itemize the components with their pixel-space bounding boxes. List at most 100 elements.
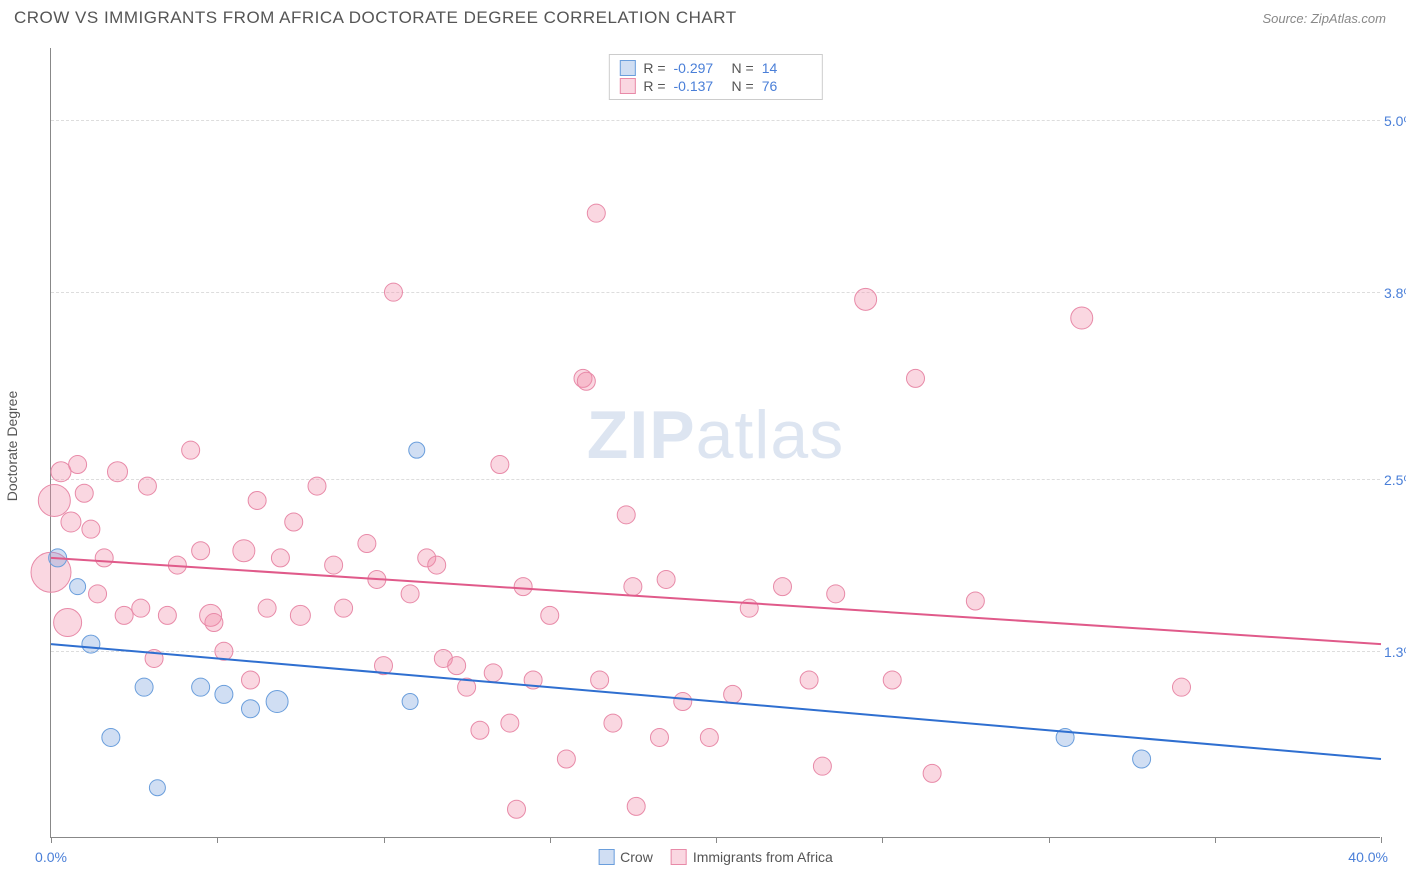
x-tick — [1215, 837, 1216, 843]
data-point — [587, 204, 605, 222]
data-point — [1071, 307, 1093, 329]
x-tick — [882, 837, 883, 843]
correlation-row-1: R = -0.137 N = 76 — [619, 77, 811, 95]
x-tick — [550, 837, 551, 843]
legend-item-1: Immigrants from Africa — [671, 849, 833, 865]
x-tick — [1381, 837, 1382, 843]
data-point — [491, 456, 509, 474]
data-point — [800, 671, 818, 689]
data-point — [285, 513, 303, 531]
data-point — [700, 728, 718, 746]
legend-label-0: Crow — [620, 849, 653, 865]
y-tick-label: 1.3% — [1384, 644, 1406, 660]
data-point — [923, 764, 941, 782]
data-point — [827, 585, 845, 603]
y-tick-label: 2.5% — [1384, 472, 1406, 488]
data-point — [604, 714, 622, 732]
source-attribution: Source: ZipAtlas.com — [1262, 11, 1386, 26]
data-point — [69, 456, 87, 474]
x-axis-max-label: 40.0% — [1348, 849, 1388, 865]
data-point — [627, 797, 645, 815]
series-legend: Crow Immigrants from Africa — [598, 849, 833, 865]
data-point — [82, 635, 100, 653]
data-point — [242, 700, 260, 718]
x-tick — [51, 837, 52, 843]
data-point — [82, 520, 100, 538]
data-point — [401, 585, 419, 603]
source-prefix: Source: — [1262, 11, 1310, 26]
data-point — [813, 757, 831, 775]
data-point — [115, 606, 133, 624]
data-point — [308, 477, 326, 495]
data-point — [215, 685, 233, 703]
r-value-0: -0.297 — [674, 60, 724, 76]
data-point — [38, 484, 70, 516]
data-point — [577, 372, 595, 390]
data-point — [102, 728, 120, 746]
data-point — [54, 609, 82, 637]
n-label-1: N = — [732, 78, 754, 94]
x-axis-min-label: 0.0% — [35, 849, 67, 865]
data-point — [149, 780, 165, 796]
n-value-0: 14 — [762, 60, 812, 76]
data-point — [907, 369, 925, 387]
data-point — [428, 556, 446, 574]
data-point — [182, 441, 200, 459]
data-point — [95, 549, 113, 567]
data-point — [192, 678, 210, 696]
data-point — [674, 693, 692, 711]
data-point — [650, 728, 668, 746]
data-point — [138, 477, 156, 495]
data-point — [271, 549, 289, 567]
swatch-series-1 — [619, 78, 635, 94]
y-tick-label: 3.8% — [1384, 285, 1406, 301]
data-point — [402, 694, 418, 710]
plot-area: ZIPatlas 1.3%2.5%3.8%5.0% R = -0.297 N =… — [50, 48, 1380, 838]
r-value-1: -0.137 — [674, 78, 724, 94]
legend-label-1: Immigrants from Africa — [693, 849, 833, 865]
data-point — [501, 714, 519, 732]
chart-title: CROW VS IMMIGRANTS FROM AFRICA DOCTORATE… — [14, 8, 737, 28]
data-point — [266, 691, 288, 713]
x-tick — [1049, 837, 1050, 843]
y-axis-label: Doctorate Degree — [4, 391, 20, 502]
data-point — [290, 605, 310, 625]
data-point — [358, 535, 376, 553]
n-value-1: 76 — [762, 78, 812, 94]
data-point — [108, 462, 128, 482]
data-point — [657, 570, 675, 588]
title-bar: CROW VS IMMIGRANTS FROM AFRICA DOCTORATE… — [0, 0, 1406, 32]
correlation-row-0: R = -0.297 N = 14 — [619, 59, 811, 77]
x-tick — [716, 837, 717, 843]
data-point — [1173, 678, 1191, 696]
data-point — [966, 592, 984, 610]
data-point — [617, 506, 635, 524]
r-label-1: R = — [643, 78, 665, 94]
data-point — [135, 678, 153, 696]
data-point — [242, 671, 260, 689]
data-point — [1133, 750, 1151, 768]
data-point — [484, 664, 502, 682]
data-point — [158, 606, 176, 624]
n-label-0: N = — [732, 60, 754, 76]
data-point — [557, 750, 575, 768]
y-tick-label: 5.0% — [1384, 113, 1406, 129]
source-name: ZipAtlas.com — [1311, 11, 1386, 26]
swatch-legend-1 — [671, 849, 687, 865]
data-point — [325, 556, 343, 574]
trend-line — [51, 558, 1381, 644]
data-point — [855, 288, 877, 310]
data-point — [624, 578, 642, 596]
data-point — [514, 578, 532, 596]
data-point — [541, 606, 559, 624]
data-point — [132, 599, 150, 617]
data-point — [233, 540, 255, 562]
data-point — [448, 657, 466, 675]
data-point — [591, 671, 609, 689]
legend-item-0: Crow — [598, 849, 653, 865]
x-tick — [384, 837, 385, 843]
data-point — [248, 491, 266, 509]
data-point — [61, 512, 81, 532]
r-label-0: R = — [643, 60, 665, 76]
correlation-legend: R = -0.297 N = 14 R = -0.137 N = 76 — [608, 54, 822, 100]
